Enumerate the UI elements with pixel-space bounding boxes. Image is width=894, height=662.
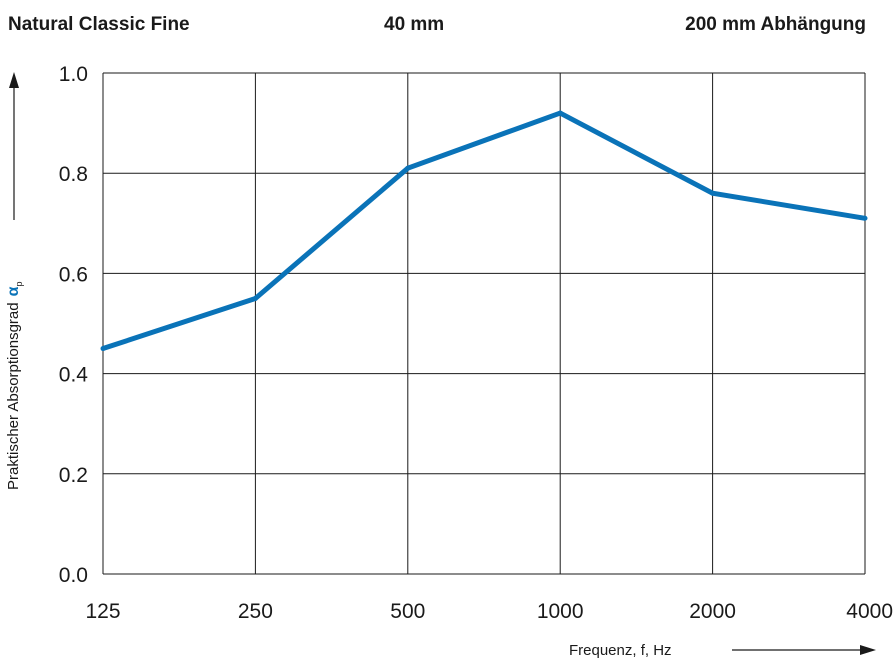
x-tick-labels: 125 250 500 1000 2000 4000 bbox=[85, 600, 893, 623]
y-tick-label: 0.6 bbox=[59, 263, 88, 286]
x-tick-label: 4000 bbox=[846, 600, 893, 623]
data-point bbox=[862, 215, 868, 221]
y-axis-arrow-head bbox=[9, 72, 19, 88]
chart-title-thickness: 40 mm bbox=[384, 14, 445, 35]
data-point bbox=[100, 346, 106, 352]
y-tick-labels: 0.0 0.2 0.4 0.6 0.8 1.0 bbox=[59, 63, 89, 587]
grid-lines bbox=[102, 72, 866, 575]
series-line bbox=[102, 110, 866, 351]
x-tick-label: 250 bbox=[238, 600, 273, 623]
data-point bbox=[405, 165, 411, 171]
y-tick-label: 0.0 bbox=[59, 564, 88, 587]
x-tick-label: 500 bbox=[390, 600, 425, 623]
data-point bbox=[252, 295, 258, 301]
y-axis-label-symbol: α bbox=[5, 286, 22, 296]
x-axis-arrow-head bbox=[860, 645, 876, 655]
x-tick-label: 125 bbox=[85, 600, 120, 623]
y-tick-label: 0.2 bbox=[59, 464, 88, 487]
data-series bbox=[100, 110, 868, 352]
y-axis-label-text: Praktischer Absorptionsgrad bbox=[5, 302, 22, 490]
chart-title-suspension: 200 mm Abhängung bbox=[685, 14, 866, 35]
y-tick-label: 1.0 bbox=[59, 63, 88, 86]
x-tick-label: 1000 bbox=[537, 600, 584, 623]
x-tick-label: 2000 bbox=[689, 600, 736, 623]
data-point bbox=[710, 190, 716, 196]
y-axis-label: Praktischer Absorptionsgrad αp bbox=[5, 282, 24, 490]
x-axis-label: Frequenz, f, Hz bbox=[569, 642, 672, 659]
chart-title-product: Natural Classic Fine bbox=[8, 14, 190, 35]
data-point bbox=[557, 110, 563, 116]
y-tick-label: 0.8 bbox=[59, 163, 88, 186]
y-tick-label: 0.4 bbox=[59, 364, 89, 387]
y-axis-label-subscript: p bbox=[14, 282, 24, 287]
